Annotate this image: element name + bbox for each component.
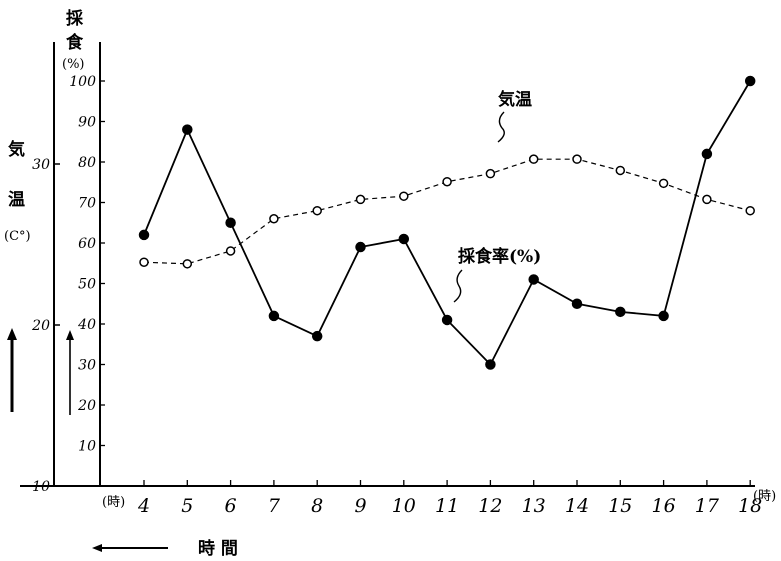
feeding-label-leader: [453, 269, 463, 303]
x-axis-title: 時 間: [198, 538, 238, 559]
temperature-point: [745, 205, 755, 216]
temperature-point: [182, 259, 193, 269]
time-left-arrow-head: [92, 544, 102, 552]
time-tick-label: 6: [225, 495, 237, 517]
temperature-up-arrow-head: [7, 328, 17, 340]
feeding-rate-point: [225, 217, 236, 228]
temperature-point: [528, 154, 539, 164]
feeding-rate-point: [658, 310, 669, 322]
temperature-point: [485, 168, 496, 179]
temperature-point: [269, 213, 279, 224]
time-tick-label: 18: [738, 495, 762, 517]
feeding-rate-point: [528, 274, 539, 285]
feeding-tick-label: 90: [78, 115, 96, 131]
temperature-label-leader: [497, 111, 505, 143]
feeding-tick-label: 30: [78, 358, 96, 374]
feeding-rate-point: [441, 314, 453, 326]
time-tick-label: 4: [137, 495, 150, 517]
feeding-rate-point: [485, 359, 496, 370]
temperature-point: [225, 246, 236, 256]
time-tick-label: 15: [608, 495, 632, 517]
time-tick-label: 9: [354, 495, 366, 517]
temperature-point: [702, 194, 712, 205]
time-tick-label: 17: [695, 495, 720, 517]
temperature-point: [355, 194, 366, 205]
feeding-rate-point: [268, 310, 280, 322]
temperature-point: [399, 191, 409, 201]
temperature-tick-label: 30: [32, 157, 50, 173]
feeding-axis-title-char-1: 採: [66, 8, 84, 29]
feeding-tick-label: 100: [69, 74, 96, 90]
x-axis-unit-start: (時): [102, 495, 125, 510]
time-tick-label: 5: [181, 495, 193, 517]
series-layer: [138, 75, 756, 370]
temperature-tick-label: 10: [32, 479, 50, 495]
feeding-up-arrow-head: [66, 330, 74, 340]
feeding-rate-point: [701, 148, 713, 160]
feeding-rate-point: [182, 124, 193, 135]
temperature-point: [139, 257, 149, 267]
temperature-point: [442, 176, 452, 187]
temperature-axis-title-char-1: 気: [7, 139, 25, 160]
temperature-point: [572, 154, 582, 164]
feeding-tick-label: 10: [78, 439, 96, 455]
temperature-point: [615, 165, 626, 176]
temperature-tick-label: 20: [31, 318, 50, 334]
feeding-axis-unit: (%): [62, 57, 85, 72]
temperature-point: [658, 178, 669, 189]
feeding-tick-label: 20: [77, 398, 96, 414]
time-tick-label: 11: [435, 495, 459, 517]
feeding-tick-label: 80: [78, 155, 96, 171]
temperature-series-line: [143, 158, 751, 265]
time-tick-label: 12: [478, 495, 502, 517]
temperature-series-label: 気温: [497, 89, 532, 110]
feeding-tick-label: 50: [78, 277, 96, 293]
feeding-tick-label: 70: [78, 196, 96, 212]
time-tick-label: 13: [522, 495, 546, 517]
feeding-series-label: 採食率(%): [458, 246, 541, 267]
time-tick-label: 8: [311, 495, 323, 517]
feeding-rate-point: [398, 233, 410, 245]
feeding-tick-label: 60: [78, 236, 96, 252]
time-tick-label: 10: [392, 495, 416, 517]
feeding-rate-point: [615, 306, 626, 318]
time-axis-ticks: 4 5 6 7 8 9 10 11 12 13 14 15 16 17 18: [137, 480, 762, 517]
time-tick-label: 16: [652, 495, 676, 517]
feeding-rate-point: [744, 75, 756, 87]
feeding-tick-label: 40: [77, 317, 96, 333]
feeding-axis-title-char-2: 食: [66, 32, 84, 53]
axes: [20, 42, 755, 487]
x-axis-unit-end: (時): [753, 489, 776, 504]
feeding-rate-point: [571, 298, 583, 309]
temperature-point: [312, 205, 322, 216]
time-tick-label: 7: [268, 495, 281, 517]
feeding-axis-ticks: 10 20 30 40 50 60 70 80 90 100: [69, 74, 105, 455]
feeding-rate-point: [311, 330, 323, 342]
temperature-axis-unit: (C°): [4, 229, 31, 244]
temperature-axis-ticks: 10 20 30: [31, 157, 60, 495]
temperature-axis-title-char-2: 温: [8, 190, 25, 210]
feeding-rate-point: [355, 241, 366, 253]
feeding-rate-point: [138, 229, 150, 241]
time-tick-label: 14: [565, 495, 589, 517]
